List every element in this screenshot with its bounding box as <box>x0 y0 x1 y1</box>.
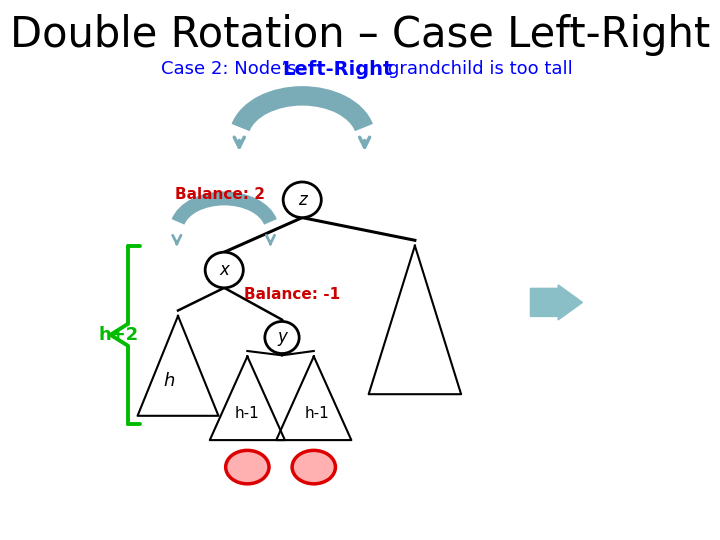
Circle shape <box>283 182 321 218</box>
Text: h+2: h+2 <box>99 326 139 344</box>
Text: y: y <box>277 328 287 347</box>
Text: Balance: -1: Balance: -1 <box>245 287 341 302</box>
Text: Left-Right: Left-Right <box>282 59 392 79</box>
Circle shape <box>265 321 300 354</box>
Text: h-1: h-1 <box>305 406 329 421</box>
Text: grandchild is too tall: grandchild is too tall <box>388 60 572 78</box>
Text: h: h <box>163 372 175 390</box>
Circle shape <box>205 252 243 288</box>
Text: Case 2: Node’s: Case 2: Node’s <box>161 60 296 78</box>
Text: Balance: 2: Balance: 2 <box>175 187 265 202</box>
Text: h-1: h-1 <box>235 406 260 421</box>
Text: Double Rotation – Case Left-Right: Double Rotation – Case Left-Right <box>10 14 710 56</box>
Text: x: x <box>220 261 229 279</box>
FancyArrow shape <box>531 285 582 320</box>
Ellipse shape <box>225 450 269 484</box>
Ellipse shape <box>292 450 336 484</box>
Text: z: z <box>298 191 307 209</box>
